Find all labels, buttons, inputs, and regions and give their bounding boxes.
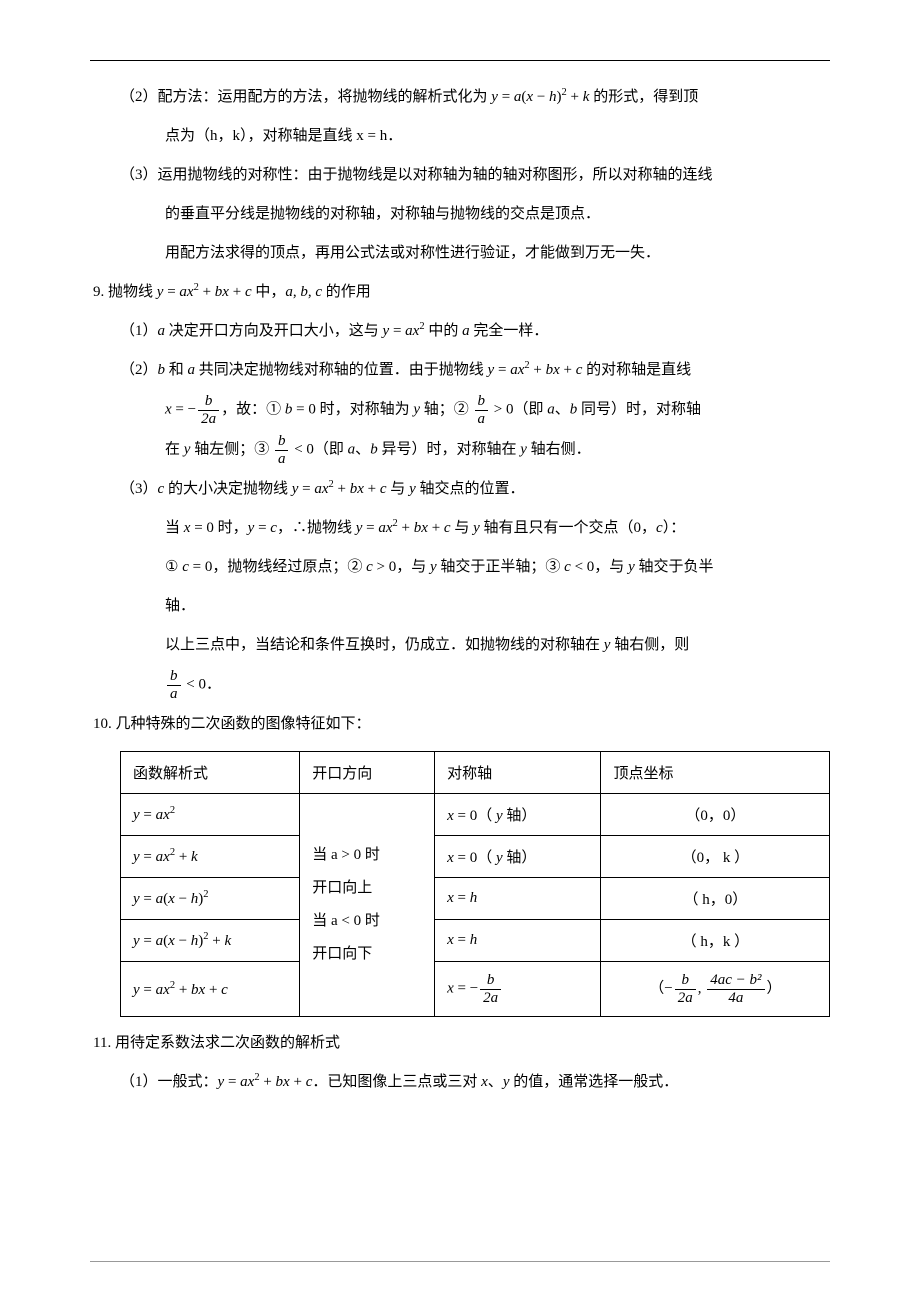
th-axis: 对称轴 (435, 752, 601, 794)
item-8-2: （2）配方法：运用配方的方法，将抛物线的解析式化为 y = a(x − h)2 … (90, 81, 830, 114)
table-row: y = a(x − h)2 x = h （ h，0） (121, 878, 830, 920)
table-row: y = a(x − h)2 + k x = h （ h，k ） (121, 920, 830, 962)
td-axis: x = −b2a (435, 962, 601, 1017)
section-9: 9. 抛物线 y = ax2 + bx + c 中，a, b, c 的作用 (90, 276, 830, 309)
td-f: y = a(x − h)2 + k (121, 920, 300, 962)
item-9-3b: 当 x = 0 时，y = c，∴抛物线 y = ax2 + bx + c 与 … (90, 512, 830, 545)
td-axis: x = 0（ y 轴） (435, 794, 601, 836)
td-vertex: （0，0） (601, 794, 830, 836)
td-vertex: （0， k ） (601, 836, 830, 878)
item-9-3d: 以上三点中，当结论和条件互换时，仍成立．如抛物线的对称轴在 y 轴右侧，则 (90, 629, 830, 662)
item-8-3c: 用配方法求得的顶点，再用公式法或对称性进行验证，才能做到万无一失． (90, 237, 830, 270)
table-header-row: 函数解析式 开口方向 对称轴 顶点坐标 (121, 752, 830, 794)
table-row: y = ax2 + bx + c x = −b2a （−b2a, 4ac − b… (121, 962, 830, 1017)
td-axis: x = h (435, 878, 601, 920)
dir-line: 当 a > 0 时 (312, 847, 380, 863)
td-vertex: （ h，0） (601, 878, 830, 920)
bottom-rule (90, 1261, 830, 1262)
top-rule (90, 60, 830, 61)
dir-line: 开口向上 (312, 880, 372, 896)
item-9-2c: 在 y 轴左侧；③ ba < 0（即 a、b 异号）时，对称轴在 y 轴右侧． (90, 433, 830, 467)
th-direction: 开口方向 (300, 752, 435, 794)
item-9-3c2: 轴． (90, 590, 830, 623)
td-direction: 当 a > 0 时 开口向上 当 a < 0 时 开口向下 (300, 794, 435, 1017)
page: （2）配方法：运用配方的方法，将抛物线的解析式化为 y = a(x − h)2 … (0, 0, 920, 1302)
table-row: y = ax2 + k x = 0（ y 轴） （0， k ） (121, 836, 830, 878)
td-axis: x = h (435, 920, 601, 962)
item-9-2a: （2）b 和 a 共同决定抛物线对称轴的位置．由于抛物线 y = ax2 + b… (90, 354, 830, 387)
item-11-1: （1）一般式：y = ax2 + bx + c．已知图像上三点或三对 x、y 的… (90, 1066, 830, 1099)
td-vertex: （−b2a, 4ac − b²4a） (601, 962, 830, 1017)
td-f: y = ax2 + k (121, 836, 300, 878)
item-8-3b: 的垂直平分线是抛物线的对称轴，对称轴与抛物线的交点是顶点． (90, 198, 830, 231)
item-9-1: （1）a 决定开口方向及开口大小，这与 y = ax2 中的 a 完全一样． (90, 315, 830, 348)
th-vertex: 顶点坐标 (601, 752, 830, 794)
item-9-3: （3）c 的大小决定抛物线 y = ax2 + bx + c 与 y 轴交点的位… (90, 473, 830, 506)
th-function: 函数解析式 (121, 752, 300, 794)
item-9-3c: ① c = 0，抛物线经过原点；② c > 0，与 y 轴交于正半轴；③ c <… (90, 551, 830, 584)
td-f: y = a(x − h)2 (121, 878, 300, 920)
td-f: y = ax2 + bx + c (121, 962, 300, 1017)
section-10: 10. 几种特殊的二次函数的图像特征如下： (90, 708, 830, 741)
td-f: y = ax2 (121, 794, 300, 836)
special-functions-table: 函数解析式 开口方向 对称轴 顶点坐标 y = ax2 当 a > 0 时 开口… (120, 751, 830, 1017)
td-vertex: （ h，k ） (601, 920, 830, 962)
section-11: 11. 用待定系数法求二次函数的解析式 (90, 1027, 830, 1060)
dir-line: 当 a < 0 时 (312, 913, 380, 929)
table-row: y = ax2 当 a > 0 时 开口向上 当 a < 0 时 开口向下 x … (121, 794, 830, 836)
item-9-3e: ba < 0． (90, 668, 830, 702)
item-8-2b: 点为（h，k），对称轴是直线 x = h． (90, 120, 830, 153)
dir-line: 开口向下 (312, 946, 372, 962)
item-9-2b: x = −b2a，故：① b = 0 时，对称轴为 y 轴；② ba > 0（即… (90, 393, 830, 427)
td-axis: x = 0（ y 轴） (435, 836, 601, 878)
item-8-3: （3）运用抛物线的对称性：由于抛物线是以对称轴为轴的轴对称图形，所以对称轴的连线 (90, 159, 830, 192)
